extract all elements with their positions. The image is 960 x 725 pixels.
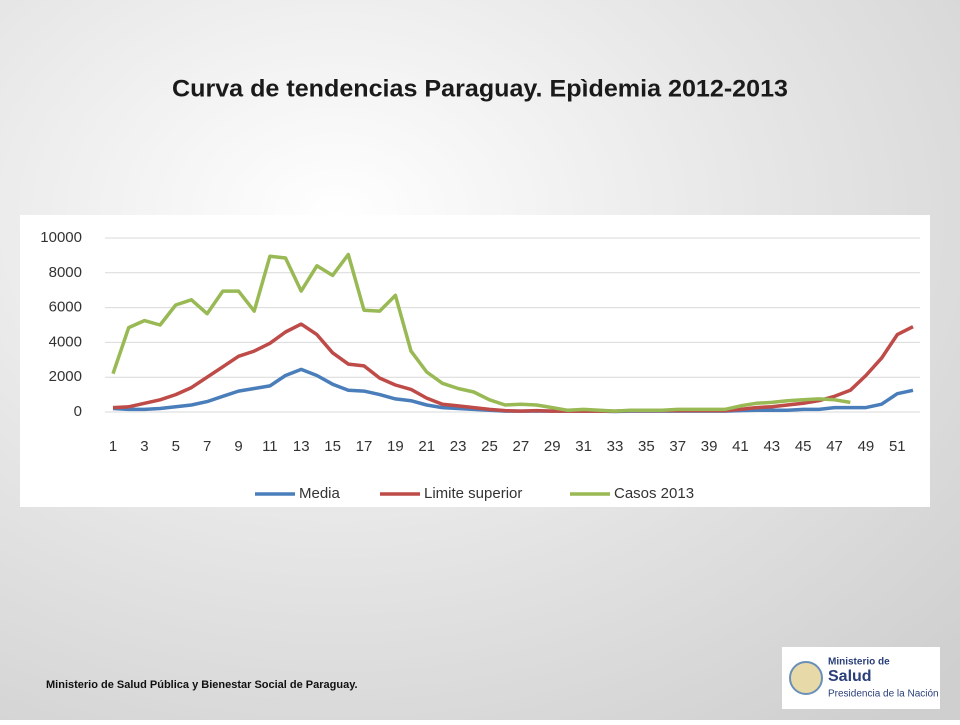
logo-text: Ministerio de: [828, 657, 890, 668]
x-tick-label: 9: [234, 438, 242, 455]
logo-text: Salud: [828, 668, 872, 685]
logo-text: Presidencia de la Nación: [828, 689, 939, 700]
series-line: [111, 252, 851, 413]
x-tick-label: 27: [512, 438, 529, 455]
x-tick-label: 21: [418, 438, 435, 455]
legend-label: Limite superior: [424, 485, 522, 502]
y-tick-label: 10000: [40, 229, 82, 246]
y-tick-label: 2000: [49, 368, 82, 385]
x-tick-label: 33: [607, 438, 624, 455]
x-tick-label: 31: [575, 438, 592, 455]
logo-emblem: [789, 661, 823, 695]
chart-title: Curva de tendencias Paraguay. Epìdemia 2…: [172, 75, 788, 102]
x-tick-label: 11: [262, 438, 278, 455]
x-tick-label: 19: [387, 438, 404, 455]
x-tick-label: 49: [858, 438, 875, 455]
x-tick-label: 17: [356, 438, 373, 455]
chart-area: [20, 215, 930, 507]
y-tick-label: 6000: [49, 299, 82, 316]
x-tick-label: 23: [450, 438, 467, 455]
x-tick-label: 5: [172, 438, 180, 455]
x-tick-label: 1: [109, 438, 117, 455]
x-tick-label: 47: [826, 438, 843, 455]
x-tick-label: 13: [293, 438, 310, 455]
x-tick-label: 37: [669, 438, 686, 455]
x-tick-label: 41: [732, 438, 749, 455]
x-tick-label: 45: [795, 438, 812, 455]
legend-label: Casos 2013: [614, 485, 694, 502]
x-tick-label: 29: [544, 438, 561, 455]
x-tick-label: 3: [140, 438, 148, 455]
x-tick-label: 7: [203, 438, 211, 455]
series-line: [112, 322, 914, 413]
x-tick-label: 35: [638, 438, 655, 455]
legend-label: Media: [299, 485, 341, 502]
footer: Ministerio de Salud Pública y Bienestar …: [46, 679, 358, 691]
y-tick-label: 4000: [49, 333, 82, 350]
x-tick-label: 51: [889, 438, 906, 455]
x-tick-label: 15: [324, 438, 341, 455]
y-tick-label: 0: [74, 403, 82, 420]
x-tick-label: 39: [701, 438, 718, 455]
x-tick-label: 25: [481, 438, 498, 455]
x-tick-label: 43: [763, 438, 780, 455]
y-tick-label: 8000: [49, 264, 82, 281]
